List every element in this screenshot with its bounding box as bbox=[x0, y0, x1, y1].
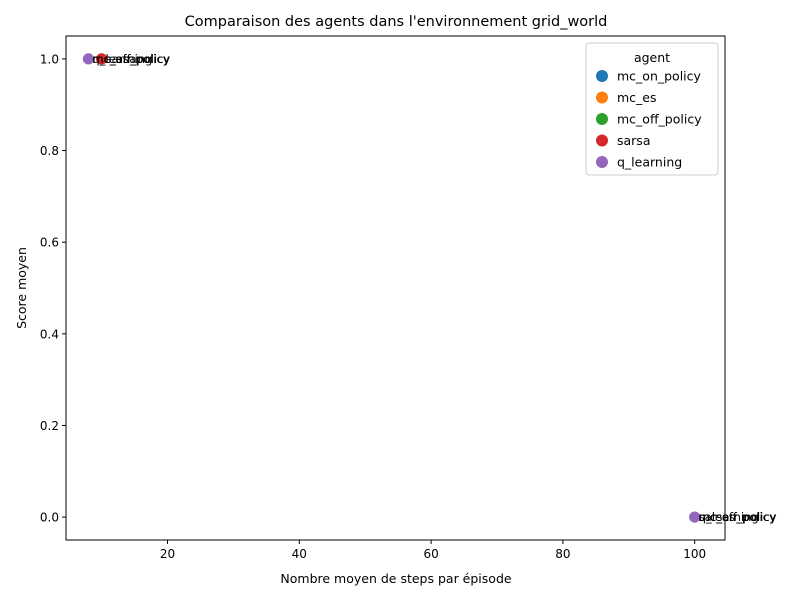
y-tick-label: 0.8 bbox=[40, 144, 59, 158]
y-tick-label: 0.4 bbox=[40, 327, 59, 341]
data-point-sarsa bbox=[95, 52, 108, 66]
y-tick-label: 0.6 bbox=[40, 236, 59, 250]
point-label-mc_off_policy: mc_off_policy bbox=[92, 52, 170, 66]
legend-marker-sarsa bbox=[596, 134, 608, 147]
point-label-q_learning: q_learning bbox=[699, 510, 759, 524]
legend-marker-mc_on_policy bbox=[596, 70, 608, 82]
y-tick-label: 1.0 bbox=[40, 52, 59, 66]
legend-marker-mc_off_policy bbox=[596, 113, 608, 125]
point-label-mc_on_policy: mc_on_policy bbox=[699, 510, 776, 524]
legend: agent mc_on_policy mc_es mc_off_policysars… bbox=[585, 42, 719, 176]
point-label-sarsa: sarsa bbox=[106, 52, 137, 66]
x-tick-label: 20 bbox=[160, 547, 175, 561]
y-axis: 0.0 0.2 0.4 0.6 0.8 1.0 bbox=[40, 52, 66, 525]
legend-frame bbox=[585, 42, 719, 176]
legend-label-mc_on_policy: mc_on_policy bbox=[617, 69, 702, 84]
y-axis-label: Score moyen bbox=[14, 247, 29, 329]
plot-area bbox=[65, 35, 726, 541]
point-label-mc_es: mc_es bbox=[699, 510, 735, 524]
point-label-sarsa: sarsa bbox=[699, 510, 730, 524]
legend-label-mc_es: mc_es bbox=[617, 90, 657, 105]
x-tick-label: 80 bbox=[555, 547, 570, 561]
x-axis-label: Nombre moyen de steps par épisode bbox=[280, 571, 511, 586]
legend-marker-q_learning bbox=[596, 156, 608, 168]
point-label-q_learning: q_learning bbox=[92, 52, 152, 66]
legend-label-q_learning: q_learning bbox=[617, 155, 682, 170]
y-tick-label: 0.2 bbox=[40, 419, 59, 433]
x-tick-label: 60 bbox=[423, 547, 438, 561]
x-tick-label: 40 bbox=[292, 547, 307, 561]
data-points bbox=[82, 52, 702, 524]
legend-title: agent bbox=[634, 50, 670, 65]
legend-label-mc_off_policy: mc_off_policy bbox=[617, 112, 702, 127]
legend-marker-mc_es bbox=[596, 91, 608, 104]
x-tick-label: 100 bbox=[683, 547, 706, 561]
data-point-q_learning bbox=[82, 52, 95, 66]
point-label-mc_on_policy: mc_on_policy bbox=[92, 52, 169, 66]
chart-title: Comparaison des agents dans l'environnem… bbox=[185, 14, 608, 30]
point-label-mc_es: mc_es bbox=[92, 52, 128, 66]
y-tick-label: 0.0 bbox=[40, 511, 59, 525]
point-labels: mc_on_policymc_on_policymc_esmc_esmc_off… bbox=[92, 52, 776, 524]
x-axis: 20 40 60 80 100 bbox=[160, 540, 706, 561]
legend-label-sarsa: sarsa bbox=[617, 133, 650, 148]
data-point-q_learning bbox=[688, 510, 702, 524]
point-label-mc_off_policy: mc_off_policy bbox=[699, 510, 777, 524]
